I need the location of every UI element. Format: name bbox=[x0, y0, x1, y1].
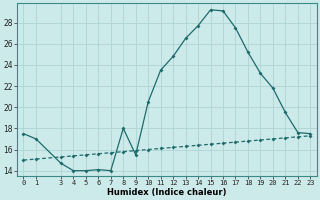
X-axis label: Humidex (Indice chaleur): Humidex (Indice chaleur) bbox=[107, 188, 227, 197]
